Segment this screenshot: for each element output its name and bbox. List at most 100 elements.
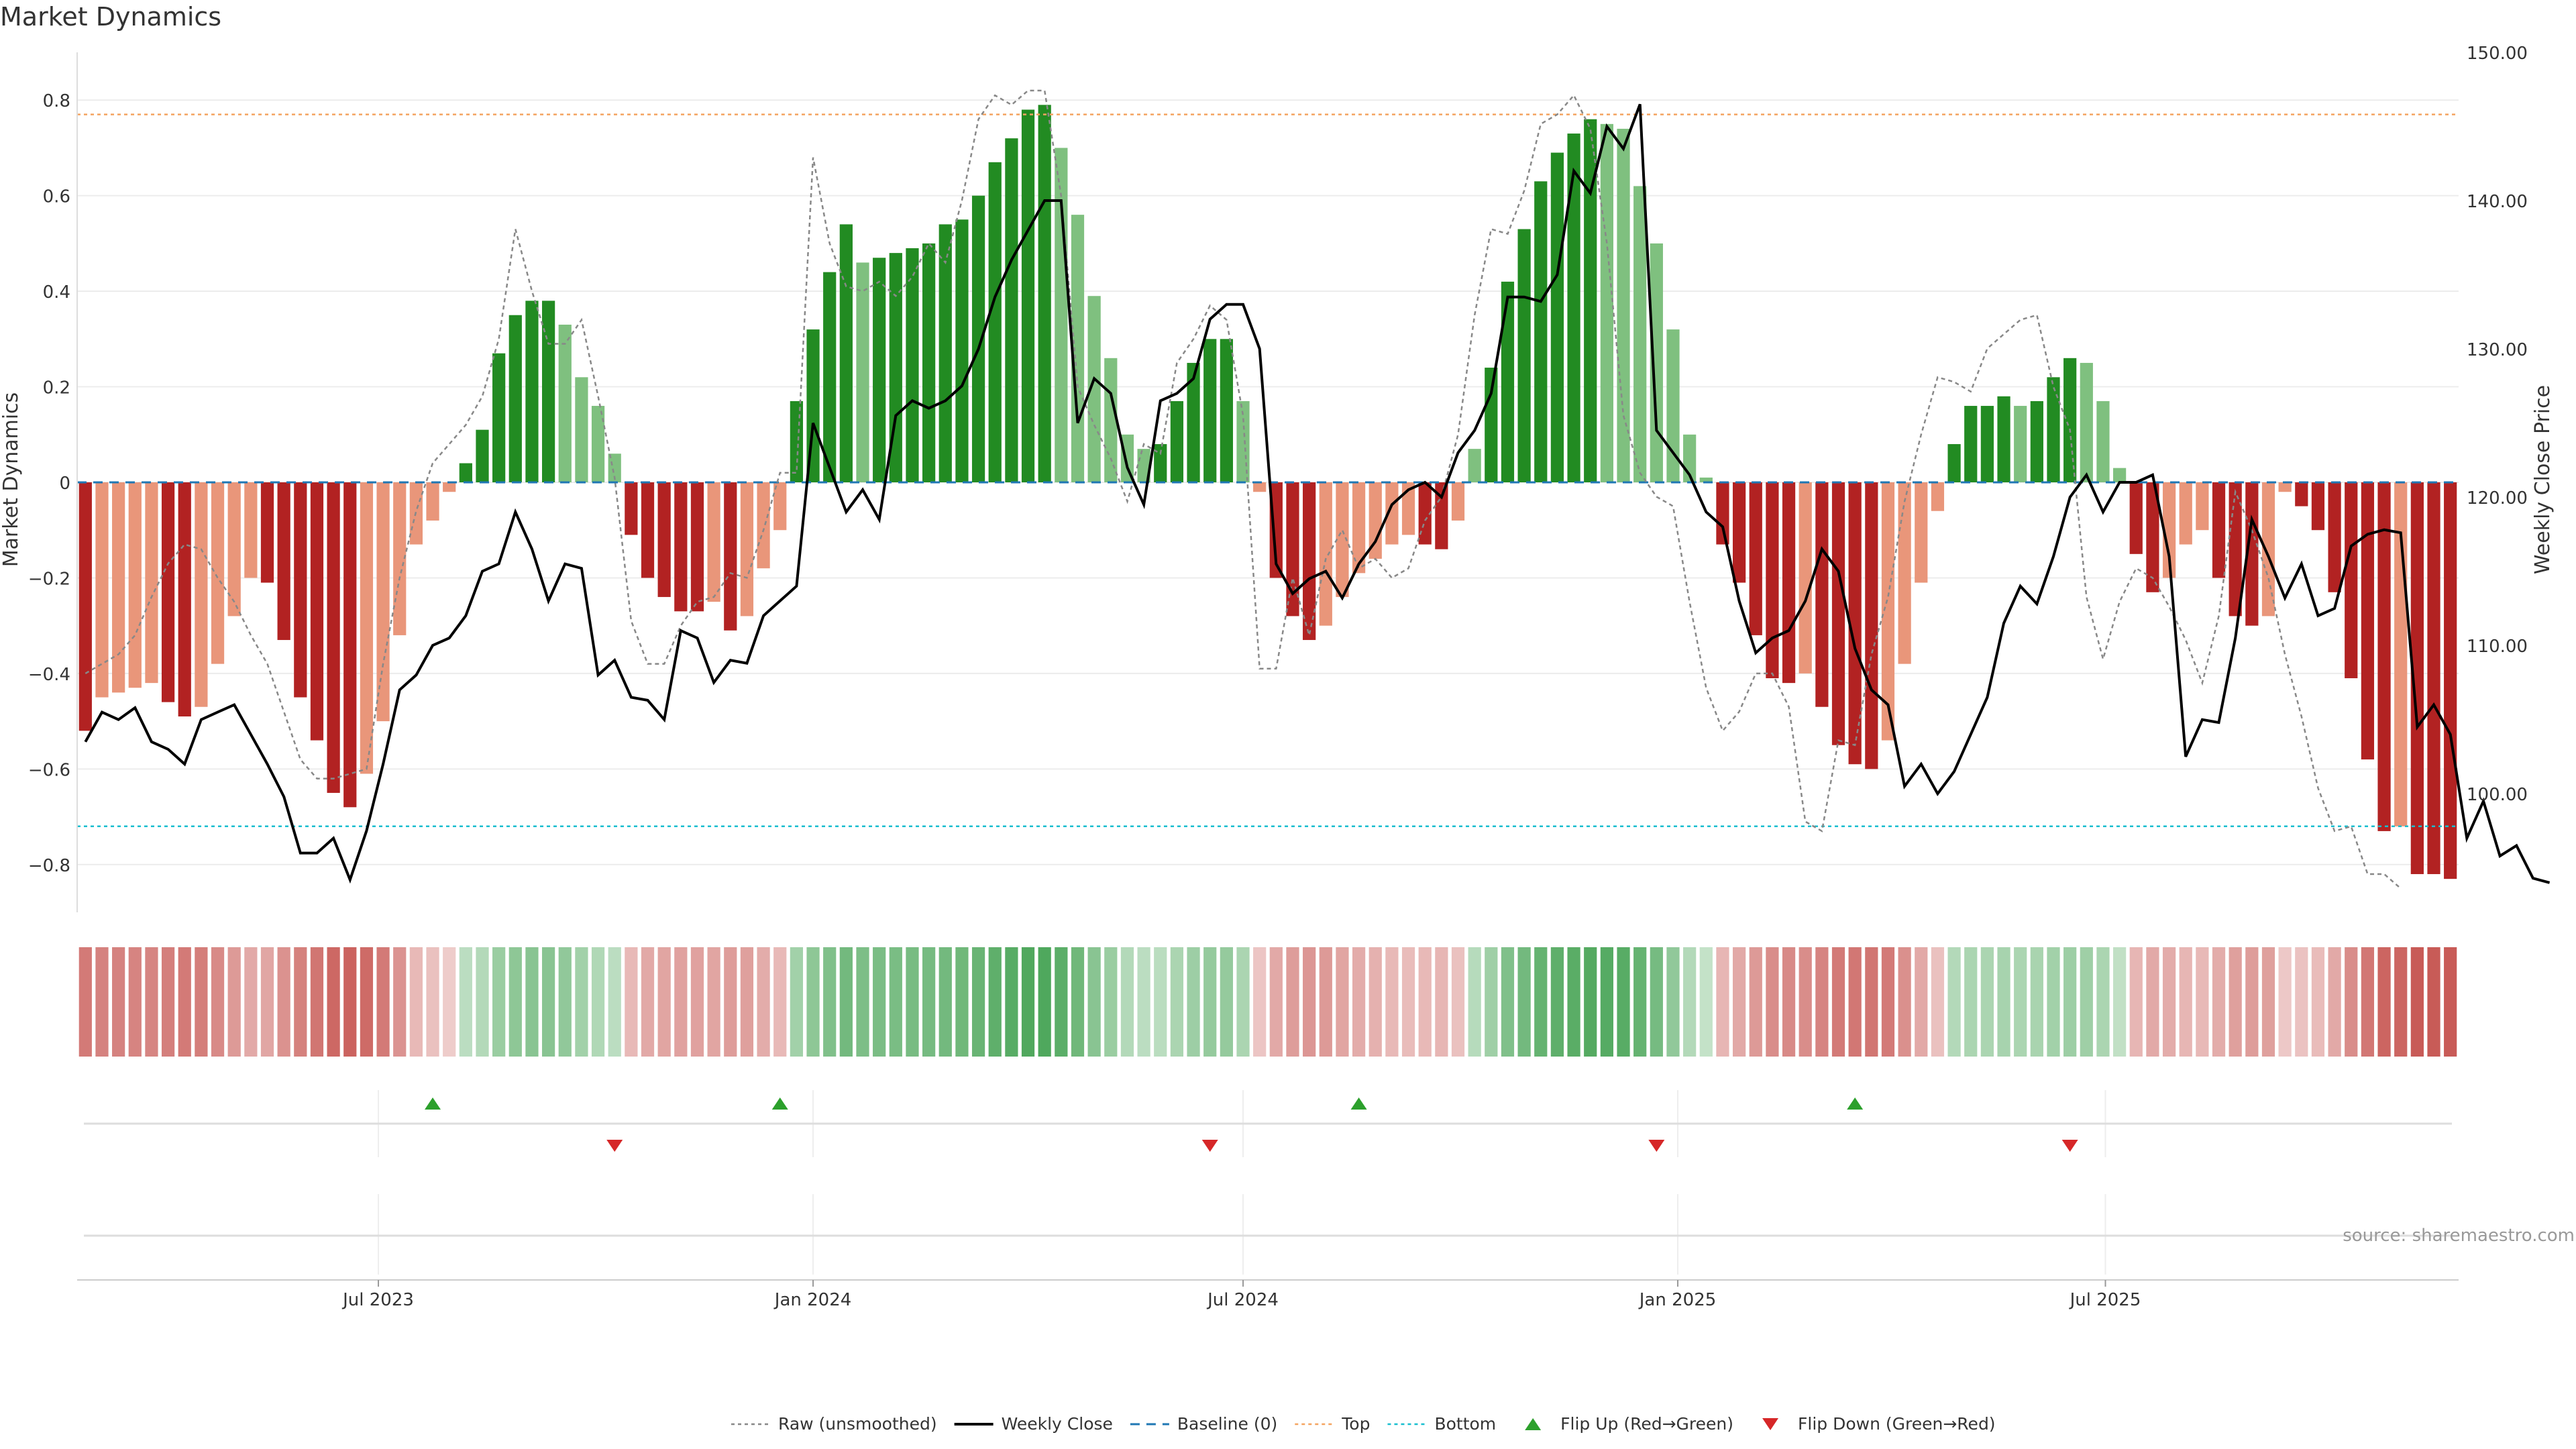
dynamics-bar (1220, 339, 1233, 482)
dynamics-bar (2410, 482, 2424, 875)
flip-up-marker (1350, 1097, 1367, 1110)
heatmap-cell (2047, 947, 2060, 1057)
heatmap-cell (1650, 947, 1663, 1057)
heatmap-cell (1732, 947, 1746, 1057)
dynamics-bar (1005, 138, 1018, 482)
dynamics-bar (2444, 482, 2457, 879)
heatmap-cell (674, 947, 688, 1057)
x-tick-label: Jul 2025 (2069, 1290, 2141, 1310)
heatmap-cell (740, 947, 754, 1057)
heatmap-cell (211, 947, 225, 1057)
heatmap-cell (1501, 947, 1515, 1057)
heatmap-cell (1964, 947, 1978, 1057)
dynamics-bar (1831, 482, 1845, 745)
dynamics-bar (525, 301, 539, 482)
dynamics-bar (1716, 482, 1729, 545)
heatmap-cell (1087, 947, 1101, 1057)
heatmap-cell (1418, 947, 1432, 1057)
heatmap-cell (443, 947, 456, 1057)
heatmap-cell (1120, 947, 1134, 1057)
heatmap-cell (1286, 947, 1299, 1057)
dynamics-bar (1650, 243, 1663, 482)
heatmap-cell (1699, 947, 1713, 1057)
dynamics-bar (2361, 482, 2375, 760)
heatmap-cell (1782, 947, 1796, 1057)
heatmap-cell (360, 947, 374, 1057)
heatmap-cell (922, 947, 936, 1057)
dynamics-bar (1385, 482, 1399, 545)
heatmap-cell (1947, 947, 1961, 1057)
dynamics-bar (1947, 444, 1961, 482)
legend-label: Bottom (1434, 1414, 1496, 1434)
dynamics-bar (1567, 133, 1580, 483)
dynamics-bar (922, 243, 936, 482)
dynamics-bar (1319, 482, 1332, 626)
heatmap-cell (1187, 947, 1200, 1057)
flip-down-marker (1648, 1140, 1665, 1152)
dynamics-bar (260, 482, 274, 583)
heatmap-cell (327, 947, 340, 1057)
dynamics-bar (1915, 482, 1928, 583)
dynamics-bar (2278, 482, 2292, 492)
legend-item: Flip Up (Red→Green) (1525, 1414, 1733, 1434)
dynamics-bar (823, 272, 837, 482)
dynamics-bar (773, 482, 787, 531)
flip-markers-panel (84, 1090, 2452, 1157)
dynamics-bar (1848, 482, 1862, 765)
heatmap-cell (2444, 947, 2457, 1057)
dynamics-bar (1203, 339, 1217, 482)
dynamics-bar (78, 482, 92, 731)
dynamics-bar (376, 482, 390, 722)
heatmap-cell (2212, 947, 2226, 1057)
heatmap-cell (1319, 947, 1332, 1057)
dynamics-bar (873, 258, 886, 482)
heatmap-cell (1534, 947, 1548, 1057)
dynamics-bar (790, 400, 804, 482)
dynamics-bar (1732, 482, 1746, 583)
dynamics-bar (938, 224, 952, 482)
dynamics-bar (690, 482, 704, 612)
heatmap-cell (889, 947, 902, 1057)
dynamics-bar (95, 482, 109, 698)
left-axis-label: Market Dynamics (0, 392, 23, 568)
dynamics-bar (195, 482, 208, 707)
heatmap-cell (757, 947, 770, 1057)
flip-up-marker (425, 1097, 441, 1110)
legend-label: Top (1341, 1414, 1370, 1434)
dynamics-bar (1964, 406, 1978, 482)
dynamics-bar (1749, 482, 1762, 635)
dynamics-bar (2212, 482, 2226, 578)
heatmap-cell (112, 947, 125, 1057)
dynamics-bar (1517, 229, 1531, 482)
heatmap-cell (1865, 947, 1878, 1057)
dynamics-bar (1137, 449, 1150, 482)
dynamics-bar (393, 482, 407, 635)
dynamics-bar (1401, 482, 1415, 535)
y-left-tick-label: −0.6 (28, 760, 70, 780)
right-axis-label: Weekly Close Price (2531, 385, 2555, 574)
heatmap-cell (1831, 947, 1845, 1057)
heatmap-cell (2196, 947, 2209, 1057)
dynamics-bar (2162, 482, 2176, 578)
heatmap-cell (1550, 947, 1564, 1057)
dynamics-bar (2113, 468, 2127, 482)
dynamics-bar (1435, 482, 1448, 549)
dynamics-bar (145, 482, 158, 684)
legend-item: Weekly Close (954, 1414, 1113, 1434)
x-axis: Jul 2023 Jan 2024 Jul 2024 Jan 2025 Jul 2025 (77, 1279, 2459, 1310)
heatmap-cell (823, 947, 837, 1057)
dynamics-bar (476, 429, 489, 482)
legend-item: Top (1295, 1414, 1370, 1434)
y-right-tick-label: 120.00 (2467, 488, 2528, 508)
y-left-tick-label: 0.4 (43, 282, 70, 303)
dynamics-bar (1104, 358, 1118, 482)
dynamics-bar (2129, 482, 2143, 554)
y-right-tick-label: 100.00 (2467, 785, 2528, 805)
dynamics-bar (343, 482, 357, 808)
heatmap-cell (1517, 947, 1531, 1057)
dynamics-bar (740, 482, 754, 616)
dynamics-bar (1418, 482, 1432, 545)
dynamics-bar (1898, 482, 1911, 664)
dynamics-bar (211, 482, 225, 664)
heatmap-cell (409, 947, 423, 1057)
